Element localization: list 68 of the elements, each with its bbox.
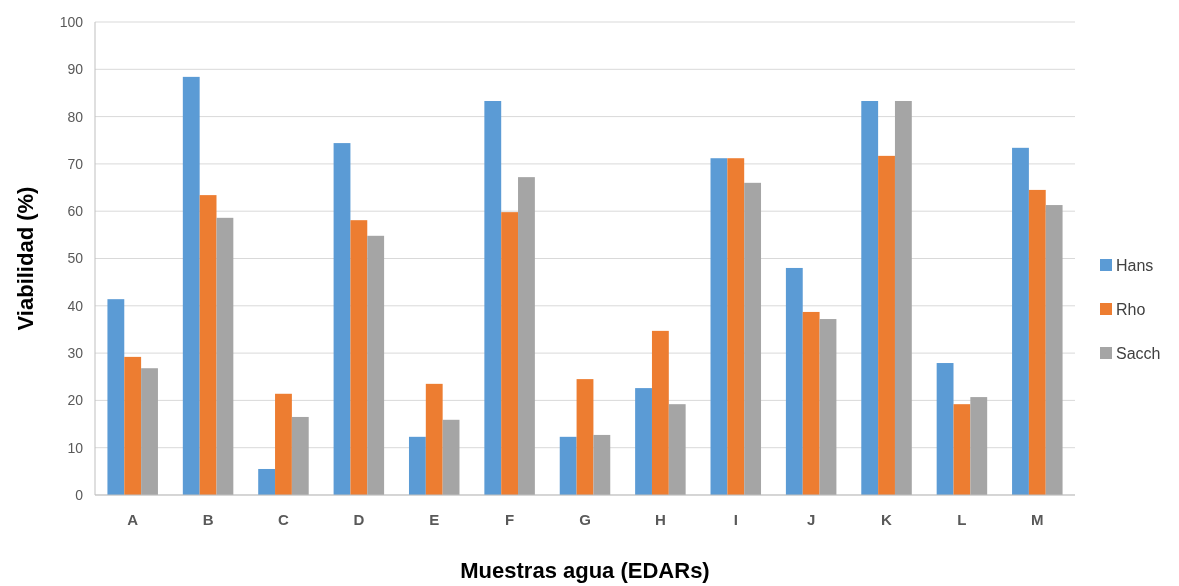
bar <box>1045 205 1063 495</box>
y-tick-label: 40 <box>67 297 84 314</box>
y-tick-label: 10 <box>67 439 84 456</box>
bar <box>367 235 385 495</box>
bar <box>1012 147 1029 495</box>
y-tick-label: 80 <box>67 108 84 125</box>
bar <box>710 158 728 495</box>
bar <box>501 212 519 495</box>
y-axis-title: Viabilidad (%) <box>13 186 38 331</box>
bar <box>635 388 652 495</box>
x-tick-label: I <box>733 511 738 528</box>
y-tick-label: 20 <box>67 392 84 409</box>
bar <box>124 356 142 495</box>
bar <box>291 416 309 495</box>
bar <box>593 434 611 495</box>
bar <box>744 182 762 495</box>
y-tick-label: 30 <box>67 345 84 361</box>
legend-label: Sacch <box>1116 344 1161 362</box>
x-tick-label: F <box>505 511 515 528</box>
y-tick-label: 60 <box>67 203 84 220</box>
bar <box>785 267 803 495</box>
x-tick-label: D <box>353 511 365 528</box>
x-tick-label: G <box>579 511 591 528</box>
bar <box>727 158 745 495</box>
x-tick-label: B <box>202 511 214 528</box>
bar <box>258 468 276 495</box>
bar <box>408 436 426 495</box>
bar <box>559 436 577 495</box>
bar <box>107 299 125 495</box>
x-tick-label: C <box>278 511 290 528</box>
bar <box>333 143 351 495</box>
bar <box>1028 189 1046 495</box>
bar <box>894 100 912 495</box>
bar <box>953 404 971 495</box>
x-tick-label: J <box>806 511 816 528</box>
bar <box>141 368 158 495</box>
bar <box>216 217 234 495</box>
y-tick-label: 70 <box>67 155 84 172</box>
bar <box>936 363 954 495</box>
bar <box>182 76 200 495</box>
y-tick-label: 50 <box>67 250 84 267</box>
bar <box>518 177 535 495</box>
x-tick-label: L <box>957 511 967 528</box>
bar <box>878 155 895 495</box>
legend-label: Rho <box>1116 300 1146 318</box>
bar <box>199 195 217 495</box>
x-tick-label: H <box>654 511 666 528</box>
bar <box>819 319 837 495</box>
x-tick-label: E <box>429 511 440 528</box>
bar <box>484 100 502 495</box>
x-tick-label: A <box>127 511 139 528</box>
x-tick-label: K <box>881 511 893 528</box>
bar <box>442 419 460 495</box>
x-axis-title: Muestras agua (EDARs) <box>460 558 710 583</box>
bar <box>651 330 669 495</box>
x-tick-label: M <box>1031 511 1044 528</box>
legend-label: Hans <box>1116 256 1154 274</box>
bar <box>576 379 594 495</box>
bar <box>970 397 988 495</box>
bar <box>350 220 368 495</box>
bar <box>861 100 879 495</box>
bar <box>668 404 686 495</box>
bar <box>275 393 292 495</box>
y-tick-label: 0 <box>75 486 84 503</box>
y-tick-label: 100 <box>59 13 84 30</box>
y-tick-label: 90 <box>67 61 84 78</box>
bar <box>425 383 443 495</box>
bar <box>802 311 820 495</box>
